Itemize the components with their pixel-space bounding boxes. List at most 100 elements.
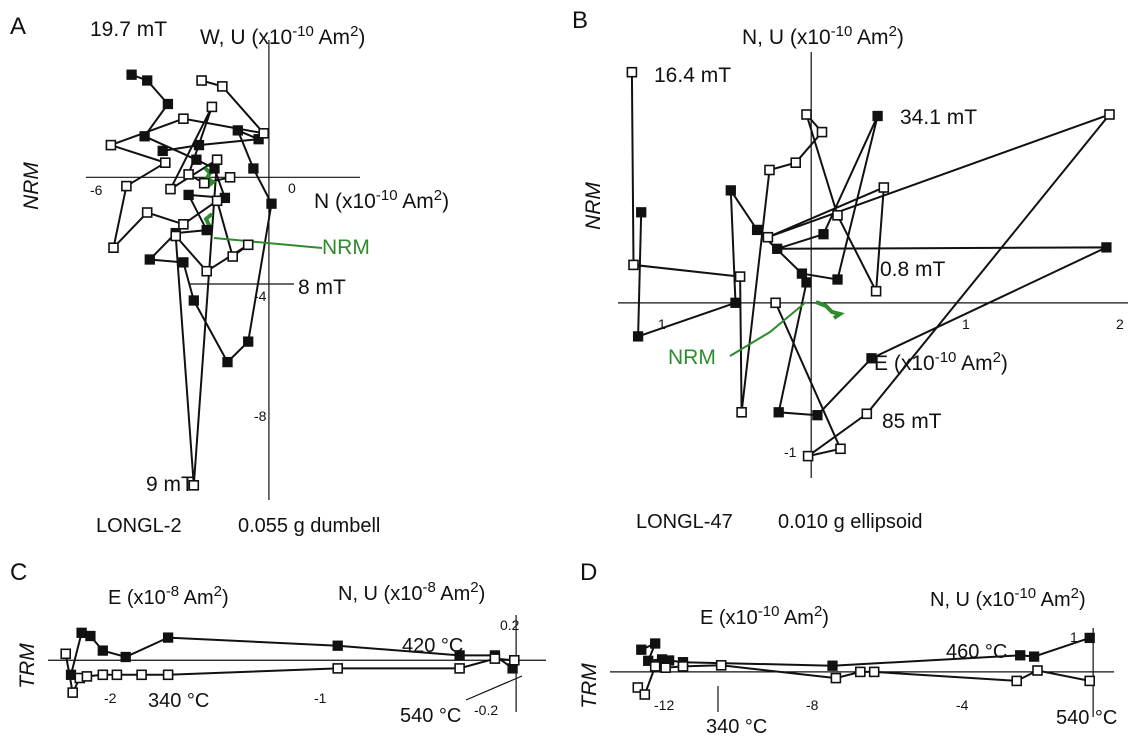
panel-b-horizontal-point [773,407,784,418]
panel-a-horizontal-point [248,163,259,174]
panel-d-annotation-540c: 540 °C [1056,707,1117,729]
panel-a-vertical-point [121,180,132,192]
panel-d-vertical-point [715,659,727,671]
panel-a-vertical-point [201,265,212,277]
panel-b-nrm-label: NRM [668,346,716,369]
panel-d-y-tick-1: 1 [1070,629,1078,645]
panel-b-annotation-16-4mt: 16.4 mT [654,64,731,87]
panel-c-letter: C [10,559,27,586]
panel-d-annotation-460c: 460 °C [946,641,1007,663]
panel-a-y-axis-label: W, U (x10-10 Am2) [200,23,365,49]
panel-d-vertical-point [649,661,661,672]
panel-a-vertical-point [105,139,117,151]
panel-c-vertical-point [81,671,93,682]
panel-b-horizontal-point [772,243,783,254]
panel-a-vertical-point [165,183,176,195]
panel-a-vertical-point [183,169,194,180]
panel-b-annotation-34-1mt: 34.1 mT [900,106,977,129]
panel-a-vertical-point [227,251,238,262]
panel-c-vertical-point [111,669,123,681]
panel-b-vertical-point [770,297,781,309]
panel-c-y-tick-1: 0.2 [500,617,520,633]
panel-d-x-tick-2: -8 [806,697,819,713]
panel-c-vertical-point [508,654,520,666]
panel-c-vertical-point [162,669,174,681]
panel-a-annotation-9mt: 9 mT [146,473,194,496]
panel-a-horizontal-point [144,254,155,265]
panel-d-x-axis-label: E (x10-10 Am2) [700,603,829,629]
panel-a-annotation-8mt: 8 mT [298,276,346,299]
panel-a-y-tick-2: -8 [254,408,267,424]
panel-c-vertical-point [489,653,501,664]
panel-c-x-tick-2: -1 [314,690,327,706]
panel-c-vertical-point [454,663,465,674]
panel-c-horizontal-point [120,651,131,663]
panel-b-vertical-point [790,157,802,168]
panel-d-horizontal-point [643,655,654,666]
panel-a-horizontal-point [193,139,205,151]
panel-d-vertical-point [660,662,671,674]
panel-a-horizontal-point [126,69,137,80]
panel-a-vertical-point [217,81,228,92]
panel-b-vertical-point [835,443,846,455]
panel-b-mass-shape: 0.010 g ellipsoid [778,511,923,533]
panel-d-vertical-point [1084,675,1095,687]
panel-c-vertical-point [67,687,78,698]
panel-d-letter: D [580,559,597,586]
panel-c-horizontal-point [65,669,77,680]
panel-b-horizontal-point [632,331,644,342]
panel-c-y-axis-label: N, U (x10-8 Am2) [338,579,485,605]
panel-d-vertical-point [639,689,651,700]
panel-c-vertical-point [60,648,72,660]
panel-a-horizontal-point [201,224,212,236]
panel-c-horizontal-point [85,630,96,642]
panel-b-x-tick-1: 1 [658,316,666,332]
panel-a-vertical-point [160,157,171,168]
panel-c-annotation-420c: 420 °C [402,635,463,657]
panel-b-vertical-point [626,66,638,78]
panel-a-vertical-point [206,101,218,113]
panel-a-x-tick-2: 0 [288,180,296,196]
panel-a-horizontal-point [232,125,243,136]
panel-a-x-axis-label: N (x10-10 Am2) [314,187,449,213]
panel-b-horizontal-point [725,185,736,196]
panel-a-vertical-point [242,239,254,251]
panel-c-annotation-340c: 340 °C [148,690,209,712]
panel-d-horizontal-point [1015,650,1026,661]
panel-a-vertical-point [108,242,119,253]
panel-d-x-tick-1: -12 [654,697,674,713]
panel-a-vertical-point [141,207,153,218]
panel-b-annotation-0-8mt: 0.8 mT [880,258,946,281]
panel-d-horizontal-point [636,644,647,655]
panel-d-vertical-point [1032,665,1043,676]
panel-a-vertical-point [258,128,270,139]
panel-c-vertical-point [97,669,109,681]
panel-d-vertical-point [632,682,644,693]
panel-b-annotation-85mt: 85 mT [882,410,942,433]
panel-a-nrm-leader [213,237,323,249]
panel-a-nrm-label: NRM [322,236,370,259]
panel-b-horizontal-point [1101,242,1112,253]
panel-b-vertical-point [832,210,843,221]
panel-d-vertical-point [830,672,842,684]
panel-a-horizontal-point [191,154,202,165]
panel-c-y-tick-2: -0.2 [474,702,498,718]
panel-d-horizontal-point [1084,632,1095,644]
panel-b-horizontal-point [636,207,647,218]
panel-b-vertical-point [734,271,746,282]
panel-a-horizontal-point [178,257,189,268]
panel-b-nrm-cluster [815,300,845,320]
panel-a-annotation-19-7mt: 19.7 mT [90,18,167,41]
panel-c-vertical-point [332,663,344,674]
panel-a-vertical-point [178,113,189,124]
panel-c-annotation-540c: 540 °C [400,705,461,727]
panel-b-horizontal-point [832,274,843,285]
panel-c-horizontal-point [97,645,108,656]
panel-a-vertical-point [178,219,189,230]
panel-c-vertical-path [64,653,515,696]
panel-a-vertical-point [211,154,223,165]
panel-d-vertical-point [677,661,689,672]
panel-b-vertical-point [628,259,639,271]
panel-c-ylabel: TRM [16,643,39,689]
